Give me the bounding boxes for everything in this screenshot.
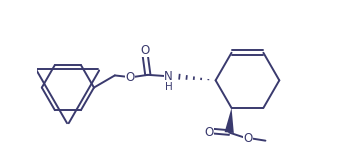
- Text: O: O: [125, 71, 134, 84]
- Text: O: O: [244, 132, 253, 145]
- Text: O: O: [204, 126, 214, 139]
- Text: H: H: [165, 82, 173, 92]
- Text: N: N: [164, 69, 173, 83]
- Text: O: O: [140, 44, 150, 57]
- Polygon shape: [225, 108, 234, 133]
